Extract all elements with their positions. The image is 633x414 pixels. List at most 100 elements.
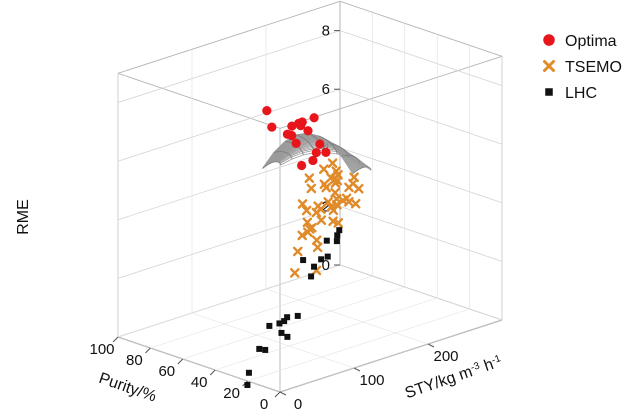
data-point-lhc <box>281 318 288 325</box>
data-point-tsemo <box>349 172 359 183</box>
data-point-lhc <box>311 263 318 270</box>
data-point-optima <box>309 113 319 123</box>
data-point-tsemo <box>319 164 329 174</box>
data-point-tsemo <box>297 230 307 241</box>
data-point-optima <box>282 129 292 139</box>
data-point-tsemo <box>330 187 340 198</box>
data-point-optima <box>296 121 306 131</box>
data-point-lhc <box>244 381 251 388</box>
grid-line-y <box>117 264 341 338</box>
grid-line-y <box>279 319 503 393</box>
data-point-optima <box>308 155 318 166</box>
data-point-lhc <box>318 256 325 263</box>
y-tick-mark <box>145 347 151 354</box>
data-point-tsemo <box>341 193 352 204</box>
box-edge <box>117 0 341 74</box>
x-tick-label: 100 <box>359 372 384 389</box>
data-point-lhc <box>278 329 285 336</box>
box-edge <box>339 0 503 57</box>
legend-marker-lhc <box>545 88 553 96</box>
y-tick-label: 80 <box>126 352 143 369</box>
z-tick-label: 0 <box>322 257 330 274</box>
data-point-tsemo <box>297 199 308 209</box>
surface-mesh-line <box>296 134 315 153</box>
data-point-tsemo <box>323 197 333 207</box>
data-point-lhc <box>245 369 252 376</box>
tick-labels: 024680204060801000100200 <box>89 23 458 413</box>
grid-line-y <box>215 297 438 371</box>
data-point-tsemo <box>332 199 342 210</box>
surface-mesh-line <box>330 143 349 158</box>
grid-line-x <box>191 312 355 369</box>
y-tick-label: 60 <box>158 363 175 380</box>
data-point-tsemo <box>304 224 315 234</box>
legend-label-tsemo: TSEMO <box>565 59 622 76</box>
grid-line-z <box>117 206 341 279</box>
z-tick-label: 6 <box>322 81 330 98</box>
x-tick-mark <box>279 391 287 396</box>
surface-mesh-line <box>273 151 293 160</box>
y-tick-label: 40 <box>191 374 208 391</box>
data-point-optima <box>267 122 277 132</box>
data-point-optima <box>291 138 301 148</box>
data-point-lhc <box>262 346 269 353</box>
surface-mesh-line <box>341 155 361 164</box>
data-point-lhc <box>276 320 283 327</box>
data-point-tsemo <box>292 246 303 257</box>
x-title-part: -1 <box>490 353 502 366</box>
surface-mesh-line <box>262 161 282 169</box>
box-edge <box>117 72 281 129</box>
data-point-tsemo <box>316 215 327 225</box>
data-point-lhc <box>284 314 291 321</box>
y-tick-mark <box>274 391 281 398</box>
axis-titles: RME Purity/% STY/kg m-3 h-1 <box>15 199 503 405</box>
data-points <box>244 105 364 388</box>
legend-label-lhc: LHC <box>565 85 597 102</box>
data-point-tsemo <box>290 268 300 278</box>
grid-line-y <box>150 275 373 349</box>
z-tick-label: 8 <box>322 23 330 40</box>
surface-mesh-line <box>318 135 338 155</box>
legend: Optima TSEMO LHC <box>543 33 622 102</box>
data-point-tsemo <box>353 183 364 194</box>
data-point-tsemo <box>319 179 330 190</box>
legend-marker-tsemo <box>543 60 555 72</box>
data-point-lhc <box>300 257 307 264</box>
data-point-optima <box>321 147 331 157</box>
x-title-part: STY/kg m <box>403 363 475 402</box>
z-axis-title: RME <box>15 199 32 235</box>
y-tick-label: 100 <box>89 341 114 358</box>
data-point-optima <box>303 126 313 136</box>
legend-label-optima: Optima <box>565 33 617 50</box>
grid-line-z <box>339 88 503 145</box>
data-point-lhc <box>284 333 291 340</box>
x-tick-label: 200 <box>433 348 458 365</box>
data-point-tsemo <box>311 235 322 246</box>
x-title-part: -3 <box>469 360 481 373</box>
x-title-part: h <box>478 356 496 376</box>
grid-line-y <box>182 286 405 360</box>
surface-mesh-line <box>352 166 372 175</box>
x-tick-mark <box>427 343 435 348</box>
grid-line-z <box>339 147 503 204</box>
data-point-optima <box>297 160 307 171</box>
grid-line-y <box>247 308 470 382</box>
data-point-tsemo <box>306 183 317 194</box>
grid-line-z <box>339 264 503 321</box>
x-tick-mark <box>353 367 361 372</box>
data-point-tsemo <box>344 182 354 193</box>
data-point-lhc <box>256 345 263 352</box>
grid-line-z <box>117 147 341 221</box>
data-point-lhc <box>266 322 273 329</box>
y-tick-mark <box>177 358 184 365</box>
data-point-tsemo <box>350 198 361 209</box>
y-tick-label: 0 <box>260 396 268 409</box>
data-point-tsemo <box>304 173 315 183</box>
data-point-tsemo <box>330 178 341 188</box>
data-point-optima <box>315 139 325 149</box>
x-tick-label: 0 <box>294 396 302 409</box>
grid-line-z <box>339 30 503 86</box>
data-point-lhc <box>308 273 315 280</box>
